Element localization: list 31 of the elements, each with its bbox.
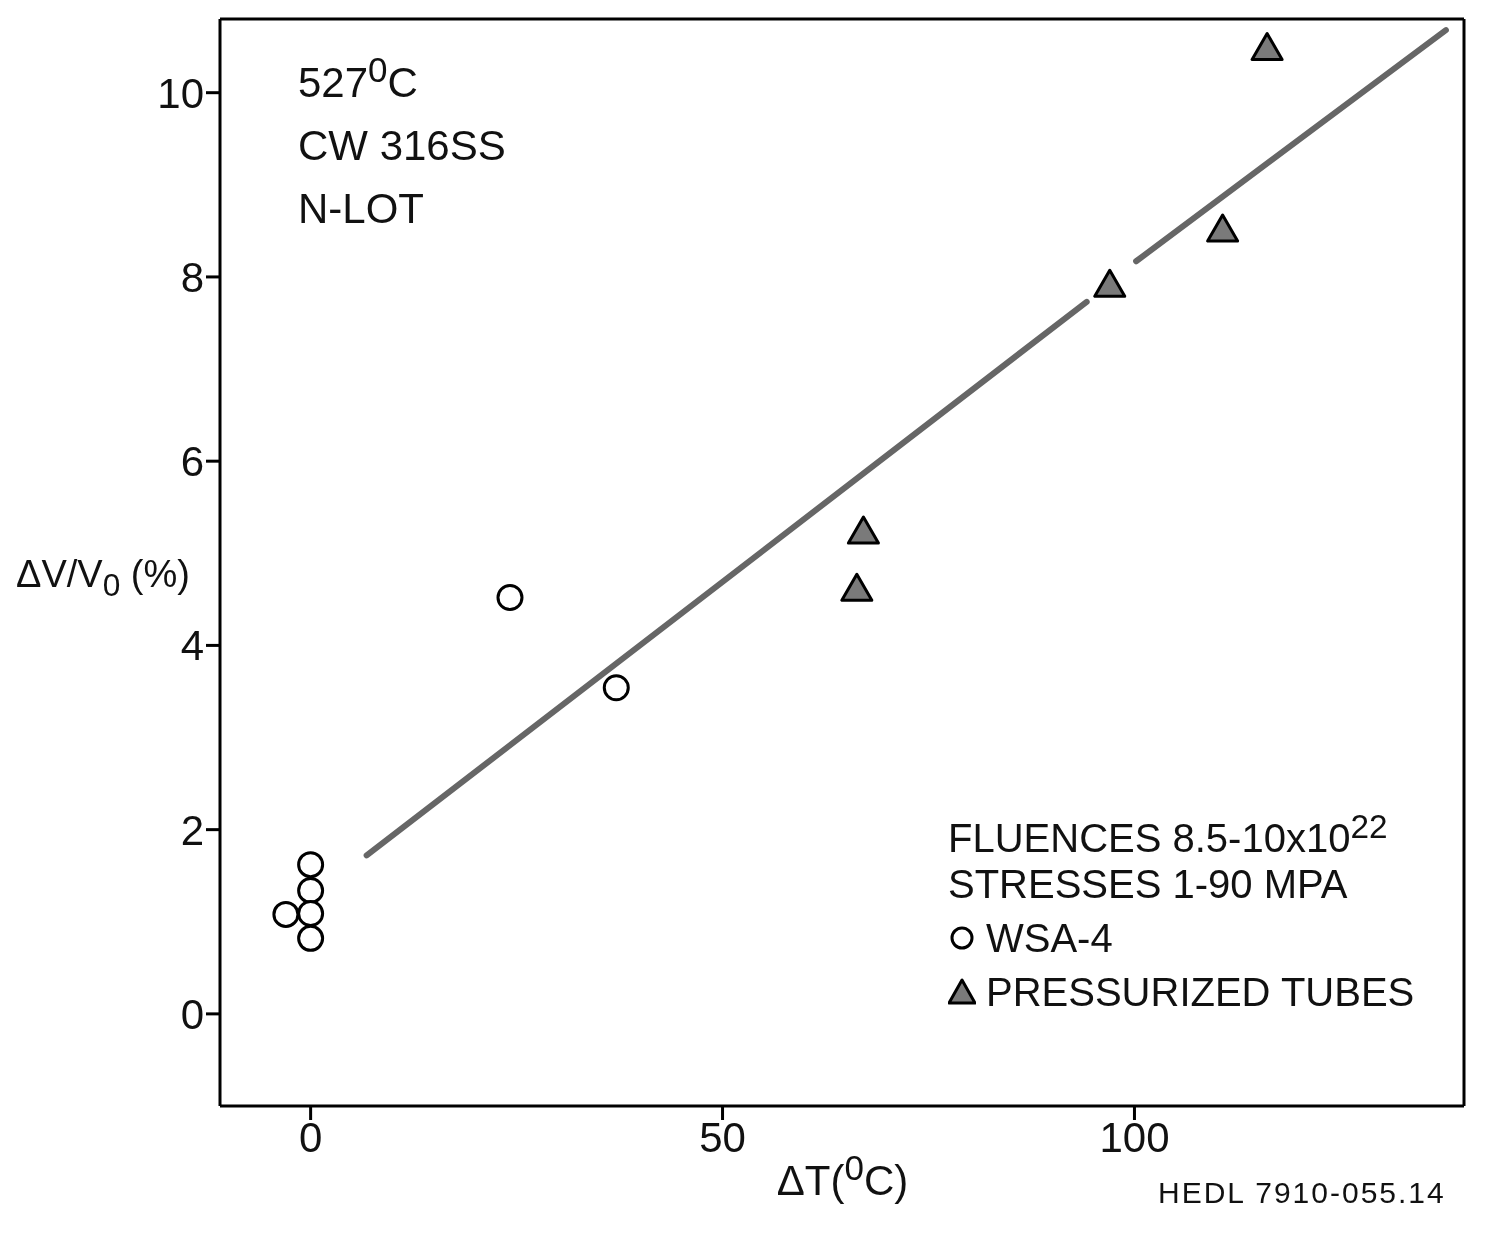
annotation: N-LOT (298, 184, 425, 234)
annotation: STRESSES 1-90 MPA (948, 861, 1349, 908)
point (297, 924, 325, 952)
y-tick-label: 0 (180, 990, 204, 1038)
point (1250, 31, 1284, 61)
y-tick-label: 8 (180, 253, 204, 301)
x-tick-label: 100 (1099, 1113, 1170, 1161)
point (297, 899, 325, 927)
point (1206, 213, 1240, 243)
annotation: CW 316SS (298, 121, 506, 171)
y-tick-label: 2 (180, 806, 204, 854)
x-tick-label: 0 (298, 1113, 323, 1161)
point (840, 572, 874, 602)
point (496, 584, 524, 612)
point (297, 851, 325, 879)
annotation: 527$^{0}$C (298, 49, 419, 108)
legend-label: WSA-4 (986, 915, 1113, 962)
y-tick-label: 4 (180, 622, 204, 670)
point (846, 515, 880, 545)
point (1093, 268, 1127, 298)
point (272, 900, 300, 928)
y-axis-title: ΔV/V$_{0}$ (%) (15, 553, 191, 604)
point (297, 876, 325, 904)
x-axis-title: ΔT($^{0}$C) (776, 1148, 909, 1204)
y-tick-label: 10 (157, 69, 204, 117)
y-tick-label: 6 (180, 438, 204, 486)
legend-label: PRESSURIZED TUBES (986, 969, 1415, 1016)
text: HEDL 7910-055.14 (1158, 1176, 1446, 1210)
annotation: FLUENCES 8.5-10x10$^{22}$ (948, 808, 1389, 862)
point (602, 674, 630, 702)
x-tick-label: 50 (699, 1113, 746, 1161)
